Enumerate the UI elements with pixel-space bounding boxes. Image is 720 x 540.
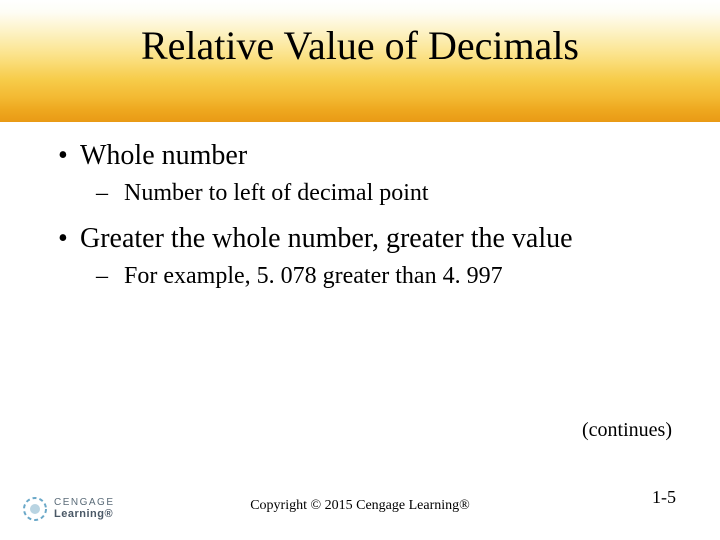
continues-label: (continues) xyxy=(582,419,672,442)
slide-number: 1-5 xyxy=(652,487,676,508)
copyright-text: Copyright © 2015 Cengage Learning® xyxy=(0,498,720,514)
content-area: Whole number Number to left of decimal p… xyxy=(54,140,674,306)
bullet-level1: Whole number xyxy=(54,140,674,172)
slide: Relative Value of Decimals Whole number … xyxy=(0,0,720,540)
bullet-level1: Greater the whole number, greater the va… xyxy=(54,223,674,255)
bullet-level2: Number to left of decimal point xyxy=(54,180,674,207)
bullet-level2: For example, 5. 078 greater than 4. 997 xyxy=(54,263,674,290)
slide-title: Relative Value of Decimals xyxy=(0,22,720,69)
